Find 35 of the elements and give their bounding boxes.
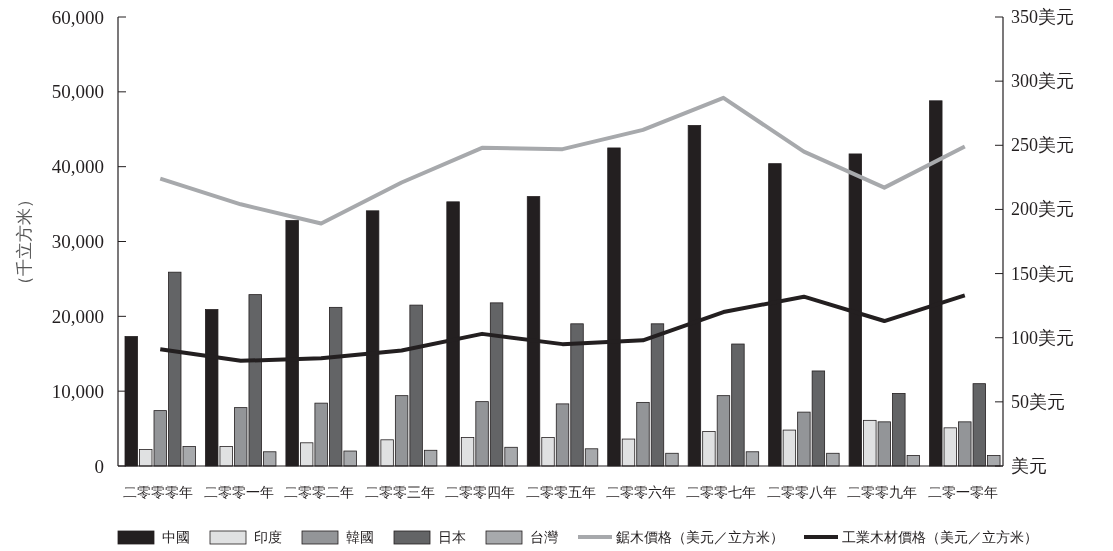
y2-tick-label: 50美元 xyxy=(1011,391,1065,412)
x-tick-label: 二零零六年 xyxy=(605,484,676,500)
x-tick-label: 二零零三年 xyxy=(364,484,435,500)
legend-label: 台灣 xyxy=(530,529,558,545)
y2-tick-label: 300美元 xyxy=(1011,71,1074,92)
y-tick-label: 40,000 xyxy=(51,156,104,178)
x-tick-label: 二零零二年 xyxy=(284,484,355,500)
x-tick-label: 二零零九年 xyxy=(847,484,918,500)
legend-label: 韓國 xyxy=(346,529,374,545)
y2-tick-label: 350美元 xyxy=(1011,7,1074,27)
x-tick-label: 二零零四年 xyxy=(445,484,516,500)
x-tick-label: 二零零八年 xyxy=(766,484,837,500)
x-tick-label: 二零零零年 xyxy=(123,484,194,500)
legend-label: 印度 xyxy=(254,529,282,545)
line-series xyxy=(158,95,967,226)
y2-tick-label: 250美元 xyxy=(1011,135,1074,156)
y-tick-label: 20,000 xyxy=(51,305,104,327)
y-tick-label: 30,000 xyxy=(51,231,104,252)
legend-label: 日本 xyxy=(438,529,466,545)
legend-label: 中國 xyxy=(162,529,190,545)
y2-tick-label: 150美元 xyxy=(1011,263,1074,284)
y-axis-title: （千立方米） xyxy=(14,190,34,293)
y-tick-label: 0 xyxy=(94,455,104,477)
y-tick-label: 50,000 xyxy=(51,81,104,103)
x-tick-label: 二零零一年 xyxy=(203,484,274,500)
y2-tick-label: 100美元 xyxy=(1011,327,1074,348)
y2-tick-label: 200美元 xyxy=(1011,199,1074,220)
x-tick-label: 二零一零年 xyxy=(927,484,998,500)
legend-label: 工業木材價格（美元／立方米） xyxy=(842,529,1038,545)
y-tick-label: 60,000 xyxy=(51,6,104,28)
y-tick-label: 10,000 xyxy=(51,380,104,402)
x-tick-label: 二零零五年 xyxy=(525,484,596,500)
y2-tick-label: 美元 xyxy=(1011,456,1047,476)
legend-label: 鋸木價格（美元／立方米） xyxy=(616,529,784,545)
x-tick-label: 二零零七年 xyxy=(686,484,757,500)
